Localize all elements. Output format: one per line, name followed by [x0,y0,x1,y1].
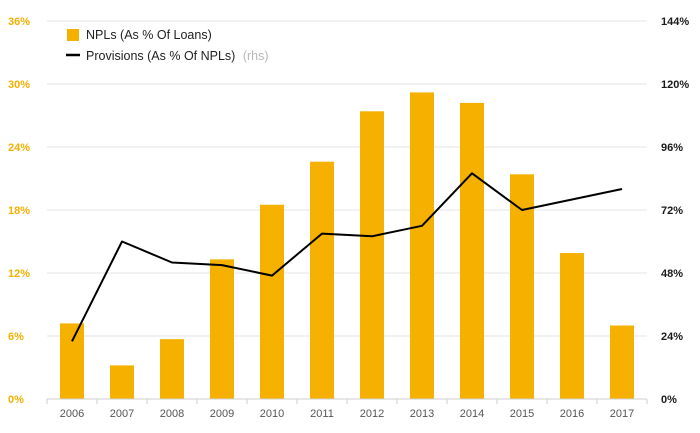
y-left-tick-label: 30% [8,79,30,91]
x-tick-label-2012: 2012 [360,408,384,420]
legend: NPLs (As % Of Loans) Provisions (As % Of… [66,28,269,63]
x-tick-label-2006: 2006 [60,408,84,420]
x-tick-label-2010: 2010 [260,408,284,420]
legend-line-name: Provisions (As % Of NPLs) [86,49,235,63]
bar-npl-2014 [460,102,484,400]
x-tick-label-2011: 2011 [310,408,334,420]
y-right-tick-label: 120% [661,79,689,91]
x-tick-label-2007: 2007 [110,408,134,420]
bar-npl-2006 [60,323,84,399]
y-right-tick-label: 144% [661,16,689,28]
bar-npl-2011 [310,161,334,399]
legend-line-note: (rhs) [243,49,269,63]
axis-layer: 0% 0% 6% 24% 12% 48% 18% 72% 24% 96% 30% 120% 36% 144… [8,16,689,420]
y-left-tick-label: 12% [8,268,30,280]
y-left-tick-label: 24% [8,142,30,154]
bar-npl-2007 [110,365,134,399]
x-tick-label-2013: 2013 [410,408,434,420]
y-left-tick-label: 36% [8,16,30,28]
x-tick-label-2008: 2008 [160,408,184,420]
x-tick-label-2015: 2015 [510,408,534,420]
legend-bar-label: NPLs (As % Of Loans) [86,28,212,42]
y-left-tick-label: 6% [8,331,24,343]
y-right-tick-label: 0% [661,394,677,406]
bar-npl-2013 [410,92,434,400]
x-tick-label-2014: 2014 [460,408,484,420]
y-right-tick-label: 24% [661,331,683,343]
bar-npl-2012 [360,111,384,400]
bar-npl-2010 [260,204,284,399]
legend-bar-swatch [67,29,79,41]
y-left-tick-label: 18% [8,205,30,217]
y-left-tick-label: 0% [8,394,24,406]
bar-npl-2017 [610,325,634,399]
bar-npl-2016 [560,253,584,399]
legend-line-label: Provisions (As % Of NPLs) (rhs) [86,49,269,63]
bar-npl-2015 [510,174,534,399]
bar-npl-2009 [210,259,234,399]
x-tick-label-2017: 2017 [610,408,634,420]
y-right-tick-label: 48% [661,268,683,280]
bars-layer [60,92,634,400]
y-right-tick-label: 96% [661,142,683,154]
grid-layer [47,20,647,337]
line-layer [71,172,623,342]
bar-npl-2008 [160,339,184,399]
x-tick-label-2016: 2016 [560,408,584,420]
y-right-tick-label: 72% [661,205,683,217]
x-tick-label-2009: 2009 [210,408,234,420]
line-provisions [71,172,623,342]
